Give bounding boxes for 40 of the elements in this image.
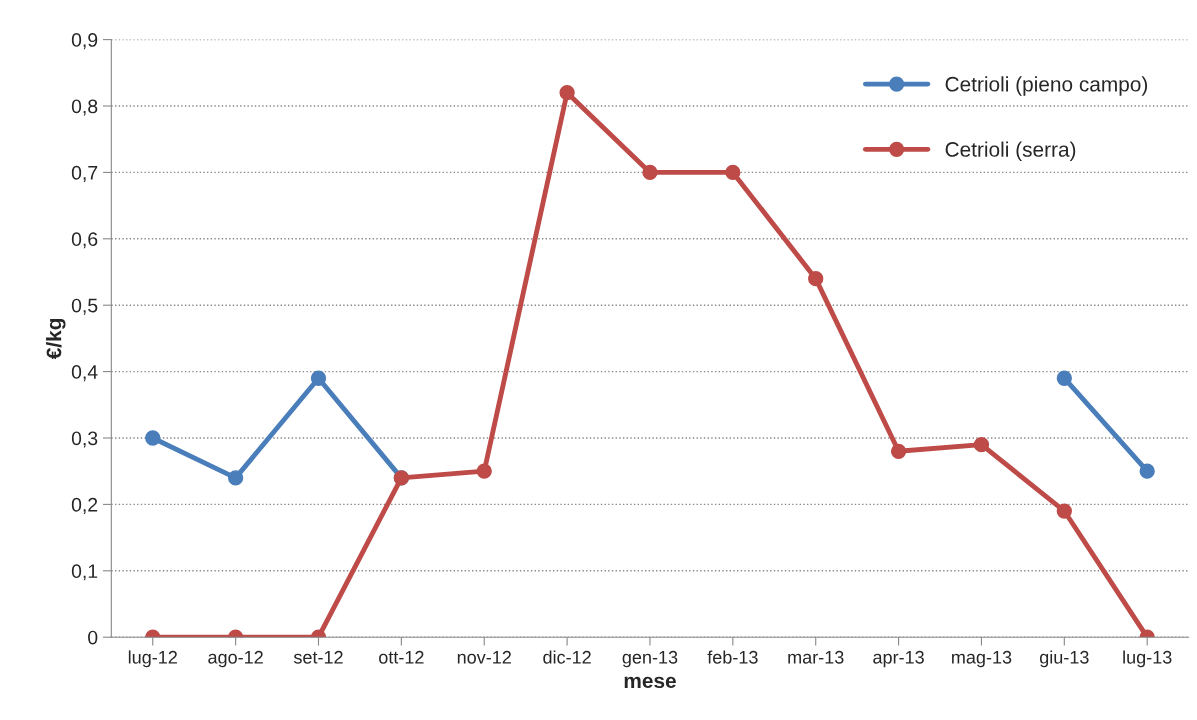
x-tick-label: giu-13 <box>1039 650 1089 668</box>
x-tick-label: lug-12 <box>128 650 177 668</box>
y-tick-label: 0,2 <box>71 497 98 514</box>
y-tick-label: 0,6 <box>71 232 98 249</box>
x-tick-label: set-12 <box>293 650 343 664</box>
x-tick-label: nov-12 <box>457 650 511 664</box>
y-tick-label: 0,5 <box>71 298 98 315</box>
point <box>642 164 658 181</box>
point <box>227 470 244 486</box>
point <box>559 85 575 101</box>
point <box>973 437 990 453</box>
x-tick-label: feb-13 <box>707 650 758 664</box>
y-tick-label: 0,7 <box>71 165 98 182</box>
point <box>310 370 327 386</box>
y-tick-label: 0,3 <box>71 431 98 448</box>
point <box>890 443 907 459</box>
y-tick-label: 0 <box>88 630 98 645</box>
y-tick-label: 0,9 <box>71 33 98 50</box>
x-tick-label: dic-12 <box>543 650 591 664</box>
y-tick-label: 0,8 <box>71 99 98 116</box>
point <box>725 164 741 181</box>
point <box>1139 463 1155 479</box>
x-tick-label: apr-13 <box>873 650 924 668</box>
point <box>145 430 161 446</box>
x-tick-label: ott-12 <box>379 650 424 664</box>
x-axis-title: mese <box>624 676 676 689</box>
point <box>1056 370 1072 386</box>
x-tick-label: mag-13 <box>952 650 1012 668</box>
legend-label: Cetrioli (pieno campo) <box>945 76 1148 96</box>
point <box>1056 503 1072 519</box>
x-tick-label: mar-13 <box>788 650 844 664</box>
y-tick-label: 0,1 <box>71 564 98 581</box>
x-tick-label: gen-13 <box>622 650 678 668</box>
y-axis-title: €/kg <box>46 318 66 360</box>
point <box>476 463 492 479</box>
y-tick-label: 0,4 <box>71 365 98 382</box>
x-tick-label: lug-13 <box>1123 650 1172 668</box>
point <box>808 271 824 287</box>
x-tick-label: ago-12 <box>208 650 263 668</box>
legend-label: Cetrioli (serra) <box>945 141 1076 161</box>
